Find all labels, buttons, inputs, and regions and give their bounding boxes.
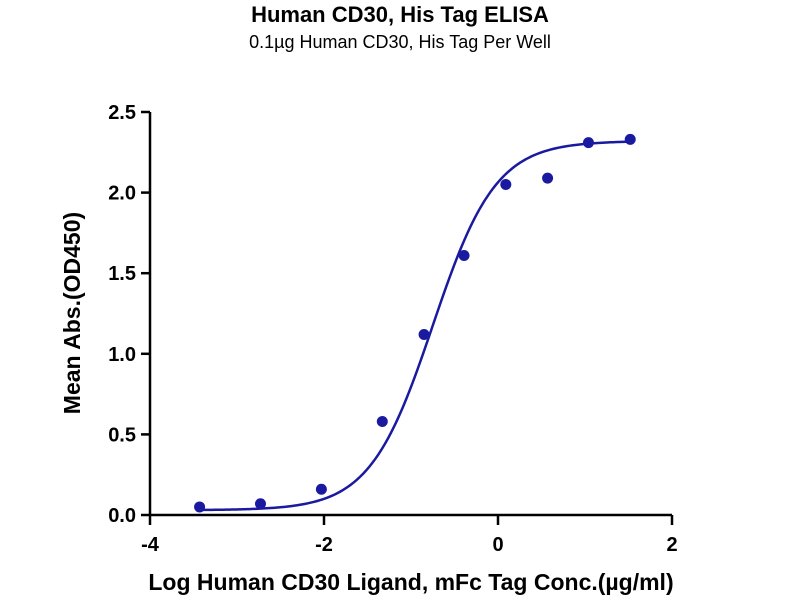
data-point [376, 416, 388, 428]
y-tick-label: 2.5 [108, 102, 136, 124]
x-tick-label: -4 [141, 534, 160, 556]
x-tick-label: 0 [492, 534, 503, 556]
data-point [624, 133, 636, 145]
y-axis-title: Mean Abs.(OD450) [59, 212, 85, 414]
y-tick-label: 0.5 [108, 424, 136, 446]
y-tick-label: 1.0 [108, 344, 136, 366]
data-point [582, 137, 594, 149]
data-point [542, 172, 554, 184]
data-points [194, 133, 636, 513]
data-point [418, 328, 430, 340]
fit-curve [199, 140, 631, 512]
y-tick-label: 1.5 [108, 263, 136, 285]
axes: 0.0 0.5 1.0 1.5 2.0 2.5 -4 -2 0 2 [108, 102, 677, 556]
x-tick-label: 2 [666, 534, 677, 556]
y-tick-label: 2.0 [108, 183, 136, 205]
chart-title: Human CD30, His Tag ELISA [251, 2, 549, 27]
data-point [315, 483, 327, 495]
x-axis-title: Log Human CD30 Ligand, mFc Tag Conc.(µg/… [148, 569, 673, 595]
chart-subtitle: 0.1µg Human CD30, His Tag Per Well [249, 32, 551, 52]
data-point [254, 498, 266, 510]
x-tick-label: -2 [315, 534, 333, 556]
data-point [194, 501, 206, 513]
fit-curve-group [199, 140, 631, 512]
y-tick-label: 0.0 [108, 505, 136, 527]
data-point [458, 249, 470, 261]
data-point [500, 179, 512, 191]
